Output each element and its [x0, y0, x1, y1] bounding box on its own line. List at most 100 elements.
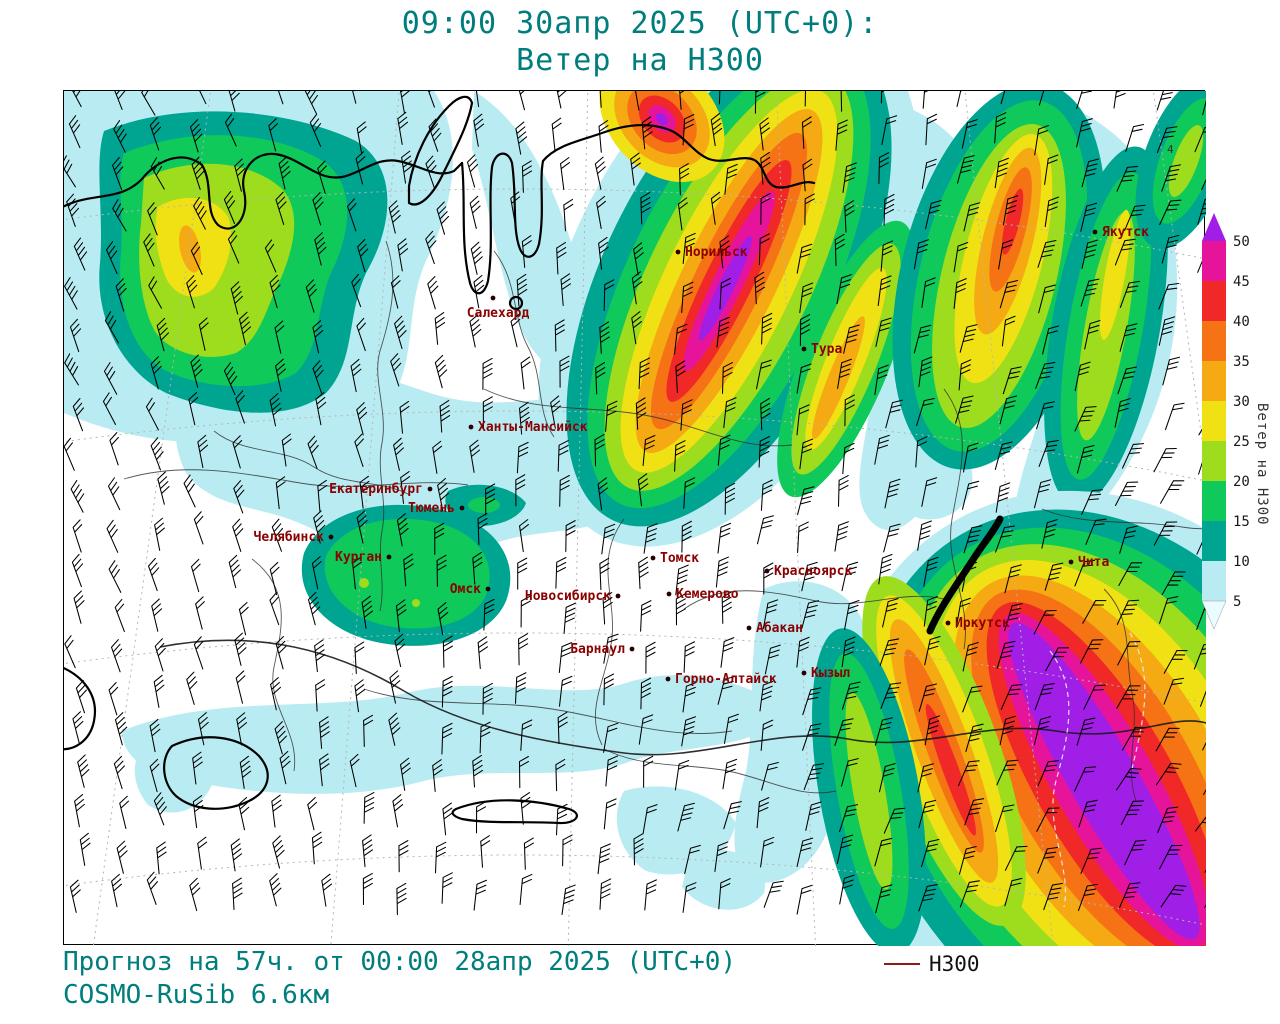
wind-barb [472, 754, 483, 788]
wind-barb [1038, 284, 1056, 314]
wind-barb [434, 841, 447, 874]
city-label: Омск [450, 582, 481, 597]
city-label: Красноярск [774, 564, 852, 579]
wind-barb [428, 118, 442, 152]
wind-barb [317, 160, 327, 194]
wind-barb [106, 519, 119, 553]
wind-barb [469, 439, 481, 473]
wind-barb [189, 119, 203, 153]
wind-barb [959, 880, 980, 908]
wind-barb [278, 156, 291, 190]
wind-barb [156, 317, 170, 352]
wind-barb [1163, 650, 1188, 674]
wind-barb [562, 834, 573, 867]
wind-barb [921, 477, 938, 507]
wind-barb [719, 277, 732, 310]
city-label: Якутск [1102, 225, 1149, 240]
wind-barb [108, 560, 122, 593]
wind-barb [682, 882, 697, 913]
wind-barb [439, 400, 451, 433]
wind-barb [842, 442, 855, 475]
wind-barb [473, 879, 488, 911]
wind-barb [1155, 762, 1182, 786]
wind-barb [275, 635, 287, 670]
wind-barb [150, 437, 164, 471]
wind-barb [271, 794, 282, 828]
wind-barb [198, 317, 209, 351]
wind-barb [925, 113, 938, 146]
wind-barb [396, 882, 407, 916]
wind-barb [398, 840, 409, 873]
wind-barb [157, 471, 170, 505]
wind-barb [238, 796, 250, 831]
wind-barb [1004, 877, 1023, 907]
wind-barb [1194, 809, 1206, 832]
wind-barb [154, 517, 165, 551]
wind-barb [147, 202, 158, 236]
colorbar-segment [1202, 401, 1226, 441]
map-area: Норильск Якутск Салехард Тура Ханты-Мансийск… [63, 90, 1206, 946]
ob-taz-gulf-coast [460, 123, 816, 295]
colorbar-tick-label: 45 [1233, 274, 1250, 290]
city-dot [1068, 559, 1074, 565]
wind-barb [802, 723, 822, 751]
wind-barb [718, 878, 731, 910]
wind-barb [436, 554, 447, 587]
wind-barb [641, 116, 653, 150]
wind-barb [111, 873, 123, 908]
wind-barb [1073, 766, 1097, 792]
wind-barb [1202, 91, 1206, 116]
wind-barb [75, 680, 88, 714]
wind-barb [234, 158, 246, 192]
wind-barb [724, 482, 736, 515]
colorbar-arrow-top [1202, 213, 1226, 241]
wind-barb [956, 155, 975, 184]
city-dot [675, 249, 681, 255]
wind-barb [519, 519, 529, 553]
wind-barb [683, 477, 696, 509]
colorbar-segment [1202, 321, 1226, 361]
wind-barb [519, 873, 533, 906]
wind-barb [68, 91, 83, 108]
wind-barb [473, 274, 485, 309]
wind-barb [599, 557, 610, 591]
wind-barb [108, 682, 119, 716]
wind-barb [603, 279, 615, 312]
wind-barb [555, 758, 566, 792]
wind-barb [318, 716, 330, 749]
city-label: Томск [660, 551, 699, 566]
wind-barb [437, 478, 449, 512]
city-label: Горно-Алтайск [675, 672, 777, 687]
wind-barb [1162, 356, 1180, 386]
wind-barb [1002, 366, 1022, 395]
wind-barb [271, 518, 284, 552]
wind-barb [79, 832, 91, 866]
wind-barb [642, 434, 656, 467]
wind-barb [477, 636, 489, 670]
wind-barb [116, 840, 128, 874]
wind-barb [799, 438, 814, 470]
wind-barb [1117, 641, 1141, 666]
wind-barb [561, 884, 576, 916]
wind-barb [425, 155, 437, 189]
wind-barb [1002, 195, 1019, 226]
wind-barb [721, 362, 733, 394]
wind-barb [434, 522, 445, 555]
wind-barb [597, 477, 609, 511]
city-label: Барнаул [570, 642, 625, 657]
lake-balkhash [451, 799, 579, 825]
wind-barb [232, 435, 243, 469]
wind-barb [1036, 807, 1060, 832]
wind-barb [114, 712, 128, 746]
wind-barb [388, 712, 401, 746]
wind-barb [995, 482, 1011, 513]
wind-barb [234, 632, 247, 666]
wind-barb [105, 241, 118, 275]
wind-barb [64, 277, 78, 310]
wind-barb [633, 242, 644, 276]
wind-barb [356, 317, 366, 352]
wind-barb [633, 833, 644, 866]
wind-barb [230, 281, 243, 315]
wind-barb [995, 525, 1016, 553]
wind-barb [605, 400, 618, 432]
